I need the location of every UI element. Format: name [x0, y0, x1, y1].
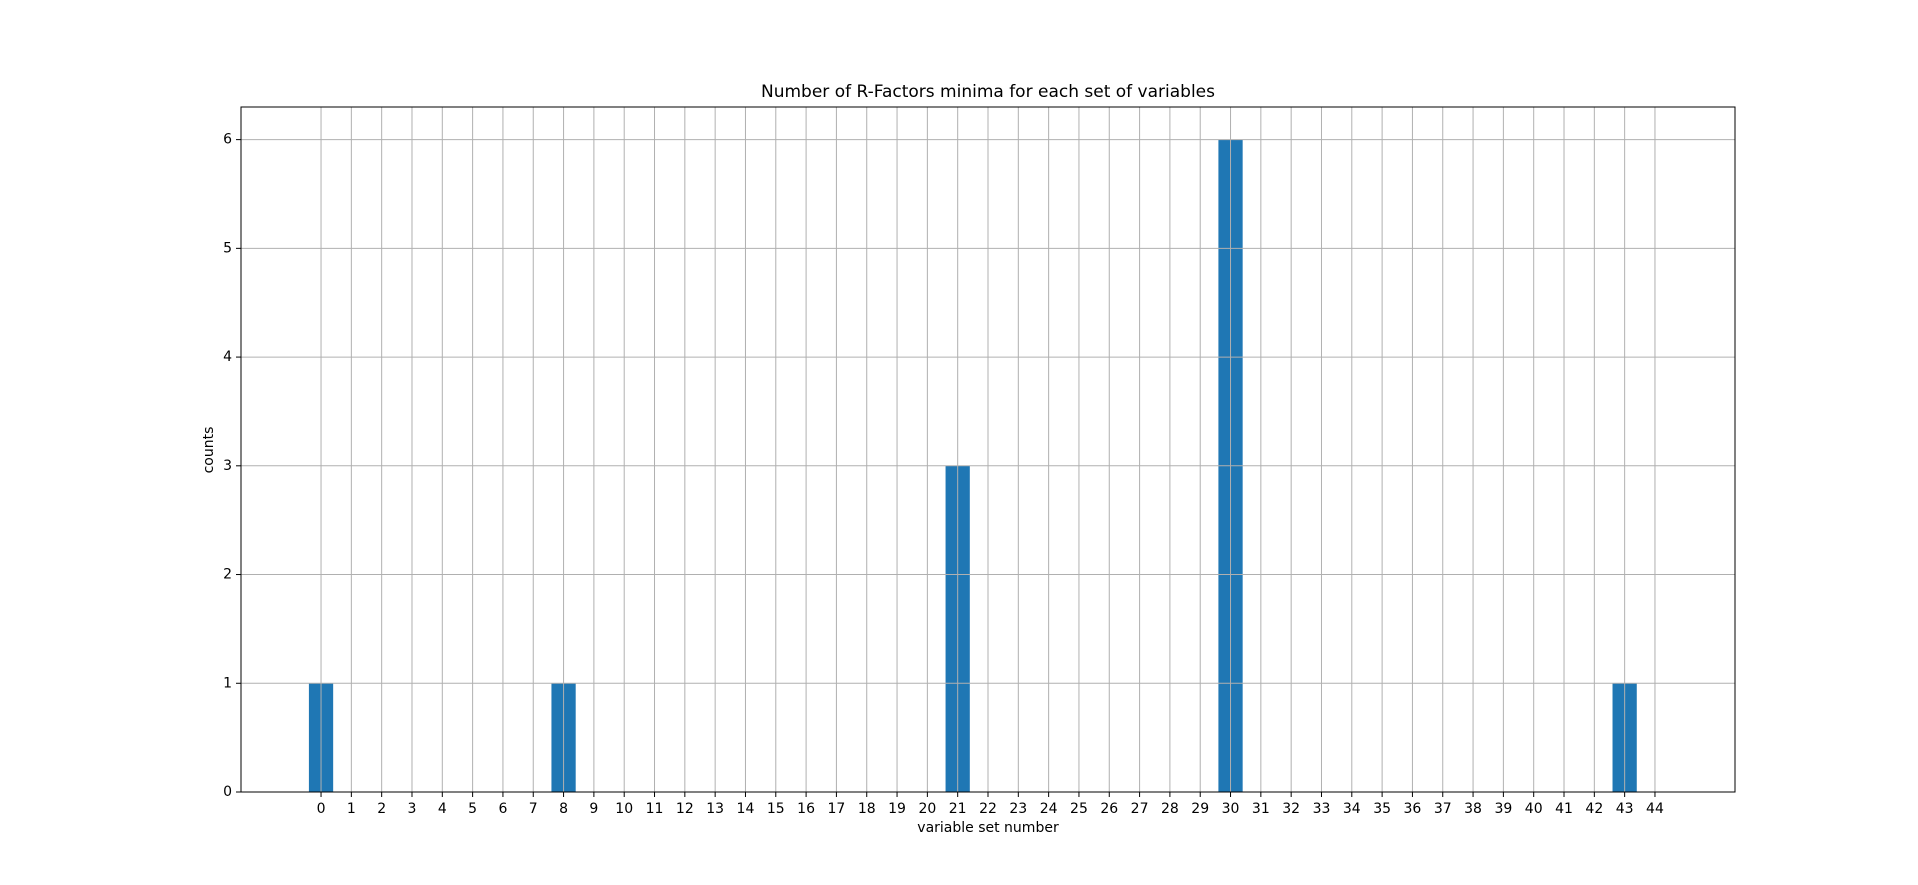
- x-tick-label: 33: [1313, 801, 1331, 817]
- x-tick-label: 31: [1252, 801, 1270, 817]
- x-tick-label: 3: [408, 801, 417, 817]
- x-tick-label: 18: [858, 801, 876, 817]
- x-tick-label: 44: [1646, 801, 1664, 817]
- x-tick-label: 22: [979, 801, 997, 817]
- x-tick-label: 4: [438, 801, 447, 817]
- y-tick-label: 3: [223, 458, 232, 474]
- x-tick-label: 39: [1494, 801, 1512, 817]
- x-tick-label: 34: [1343, 801, 1361, 817]
- x-tick-label: 0: [317, 801, 326, 817]
- x-tick-label: 29: [1191, 801, 1209, 817]
- x-tick-label: 26: [1100, 801, 1118, 817]
- x-axis-label: variable set number: [917, 820, 1059, 836]
- x-tick-label: 30: [1222, 801, 1240, 817]
- x-tick-label: 16: [797, 801, 815, 817]
- plot-frame: [240, 106, 1736, 793]
- y-tick-label: 6: [223, 132, 232, 148]
- x-tick-label: 21: [949, 801, 967, 817]
- x-tick-label: 8: [559, 801, 568, 817]
- y-tick-label: 2: [223, 567, 232, 583]
- x-tick-label: 2: [377, 801, 386, 817]
- x-tick-label: 19: [888, 801, 906, 817]
- chart-title: Number of R-Factors minima for each set …: [761, 82, 1215, 102]
- x-tick-label: 13: [706, 801, 724, 817]
- x-tick-label: 32: [1282, 801, 1300, 817]
- x-tick-label: 5: [468, 801, 477, 817]
- x-tick-label: 38: [1464, 801, 1482, 817]
- y-tick-label: 1: [223, 675, 232, 691]
- x-tick-label: 43: [1616, 801, 1634, 817]
- x-tick-label: 10: [615, 801, 633, 817]
- x-tick-label: 7: [529, 801, 538, 817]
- x-tick-label: 14: [737, 801, 755, 817]
- x-tick-label: 20: [918, 801, 936, 817]
- x-tick-label: 9: [589, 801, 598, 817]
- x-tick-label: 37: [1434, 801, 1452, 817]
- y-tick-label: 4: [223, 349, 232, 365]
- x-tick-label: 28: [1161, 801, 1179, 817]
- x-tick-label: 17: [828, 801, 846, 817]
- x-tick-label: 1: [347, 801, 356, 817]
- y-tick-label: 0: [223, 784, 232, 800]
- x-tick-label: 24: [1040, 801, 1058, 817]
- y-axis-label: counts: [201, 427, 217, 474]
- x-tick-label: 27: [1131, 801, 1149, 817]
- x-tick-label: 25: [1070, 801, 1088, 817]
- x-tick-label: 11: [646, 801, 664, 817]
- x-tick-label: 41: [1555, 801, 1573, 817]
- x-tick-label: 36: [1404, 801, 1422, 817]
- x-tick-label: 15: [767, 801, 785, 817]
- x-tick-label: 12: [676, 801, 694, 817]
- x-tick-label: 23: [1009, 801, 1027, 817]
- x-tick-label: 42: [1585, 801, 1603, 817]
- x-tick-label: 35: [1373, 801, 1391, 817]
- y-tick-label: 5: [223, 240, 232, 256]
- x-tick-label: 40: [1525, 801, 1543, 817]
- x-tick-label: 6: [498, 801, 507, 817]
